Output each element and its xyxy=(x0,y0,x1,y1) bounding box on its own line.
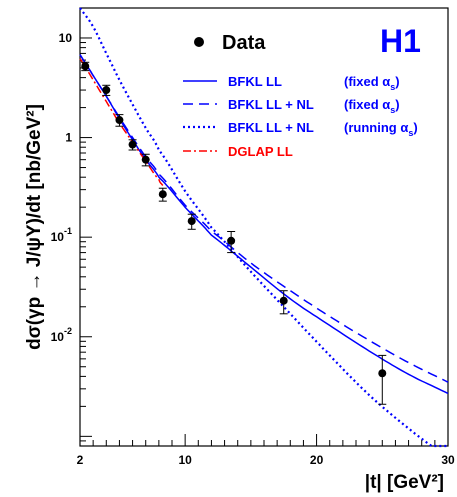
legend: Data BFKL LL (fixed αs) BFKL LL + NL (fixed… xyxy=(183,32,418,159)
axis-ticks: 2 10 20 30 10 1 10-1 10-2 xyxy=(51,7,455,467)
curve-bfkl-ll-nl-2 xyxy=(79,7,448,448)
data-point xyxy=(158,190,167,199)
legend-qualifier-1: (fixed αs) xyxy=(344,97,400,115)
data-points xyxy=(81,61,387,405)
data-point xyxy=(279,296,288,305)
data-point xyxy=(227,236,236,245)
curve-bfkl-ll-nl-1 xyxy=(79,54,449,383)
legend-qualifier-2: (running αs) xyxy=(344,120,418,138)
y-tick-label: 10 xyxy=(59,31,73,45)
legend-label-2: BFKL LL + NL xyxy=(228,120,314,135)
data-point xyxy=(141,155,150,164)
data-point xyxy=(187,217,196,226)
legend-data-label: Data xyxy=(222,32,266,54)
x-tick-label: 10 xyxy=(178,453,192,467)
legend-label-0: BFKL LL xyxy=(228,74,282,89)
y-axis-label-text: dσ(γp → J/ψY)/dt [nb/GeV²] xyxy=(24,104,45,350)
x-tick-label: 30 xyxy=(441,453,455,467)
legend-label-1: BFKL LL + NL xyxy=(228,97,314,112)
experiment-label: H1 xyxy=(380,23,421,59)
legend-data-marker xyxy=(194,37,204,47)
data-point xyxy=(378,369,387,378)
theory-curves xyxy=(79,7,449,448)
y-tick-label: 10-1 xyxy=(51,226,72,244)
data-point xyxy=(115,116,124,125)
x-tick-label: 20 xyxy=(310,453,324,467)
x-tick-label: 2 xyxy=(77,453,84,467)
legend-label-3: DGLAP LL xyxy=(228,144,293,159)
data-point xyxy=(128,140,137,149)
y-tick-label: 10-2 xyxy=(51,326,72,344)
data-point xyxy=(81,62,90,71)
legend-qualifier-0: (fixed αs) xyxy=(344,74,400,92)
data-point xyxy=(102,86,111,95)
curve-dglap-ll-3 xyxy=(79,58,164,186)
x-axis-label: |t| [GeV²] xyxy=(365,472,444,493)
y-axis-label: dσ(γp → J/ψY)/dt [nb/GeV²] xyxy=(24,104,45,350)
y-tick-label: 1 xyxy=(65,131,72,145)
